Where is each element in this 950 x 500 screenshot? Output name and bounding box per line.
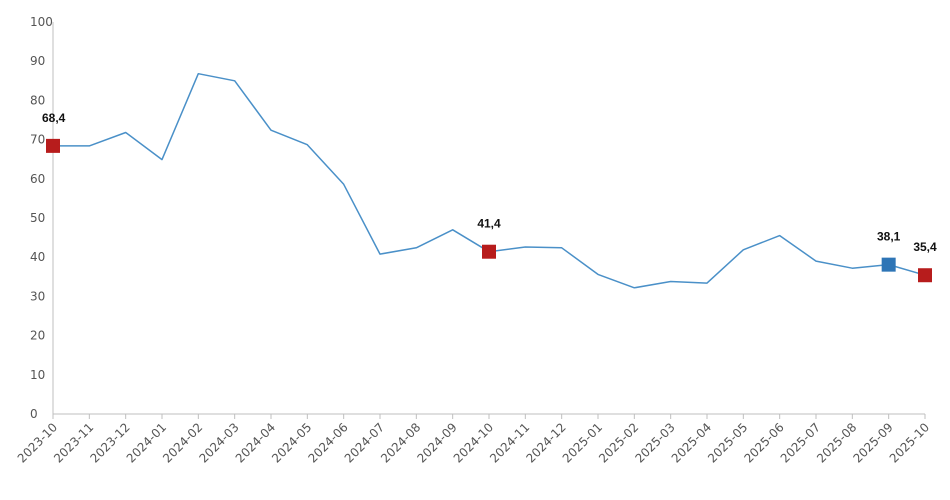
y-tick-label: 30	[30, 289, 45, 303]
y-tick-label: 0	[30, 407, 38, 421]
data-label: 35,4	[913, 240, 937, 254]
y-tick-label: 100	[30, 15, 53, 29]
y-tick-label: 70	[30, 133, 45, 147]
highlight-marker	[881, 257, 896, 272]
highlight-marker	[918, 268, 932, 283]
y-tick-label: 10	[30, 368, 45, 382]
highlight-marker	[482, 244, 496, 259]
data-label: 38,1	[877, 230, 901, 244]
data-label: 41,4	[477, 217, 501, 231]
y-tick-label: 50	[30, 211, 45, 225]
data-label: 68,4	[42, 111, 66, 125]
y-tick-label: 60	[30, 172, 45, 186]
x-tick-label: 2025-10	[887, 420, 932, 465]
y-tick-label: 20	[30, 329, 45, 343]
highlight-marker	[46, 138, 60, 153]
y-tick-label: 90	[30, 54, 45, 68]
y-tick-label: 40	[30, 250, 45, 264]
y-tick-label: 80	[30, 93, 45, 107]
